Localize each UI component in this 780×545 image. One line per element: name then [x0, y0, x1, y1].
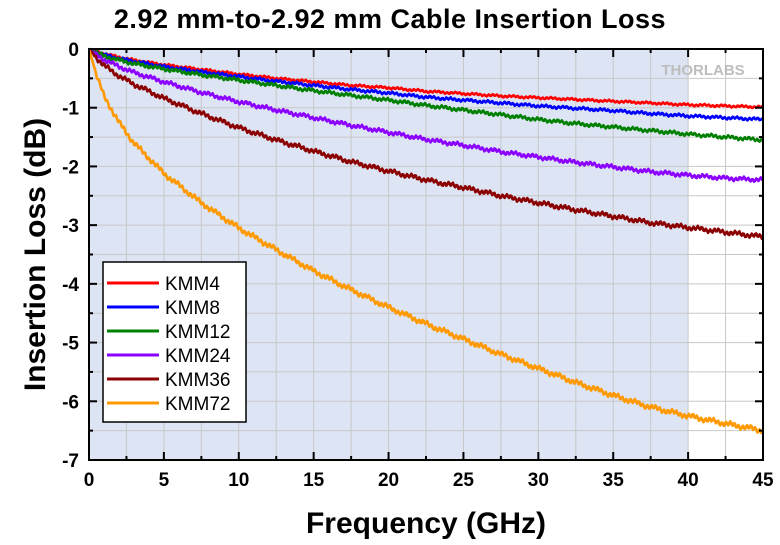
legend-label: KMM24 [165, 346, 231, 367]
series-line-kmm12 [88, 47, 765, 143]
legend-label: KMM36 [165, 370, 230, 391]
legend-label: KMM72 [165, 394, 230, 415]
y-tick-label: -5 [62, 334, 79, 355]
thorlabs-watermark: THORLABS [661, 62, 744, 79]
x-tick-label: 25 [453, 470, 475, 491]
y-tick-label: -6 [62, 392, 79, 413]
legend-label: KMM8 [165, 298, 220, 319]
y-tick-label: -4 [62, 275, 79, 296]
x-tick-label: 35 [603, 470, 625, 491]
y-tick-label: 0 [68, 40, 79, 61]
series-line-kmm8 [88, 47, 764, 122]
x-axis-title: Frequency (GHz) [306, 507, 546, 540]
x-tick-label: 10 [228, 470, 249, 491]
y-axis-title: Insertion Loss (dB) [19, 118, 52, 391]
y-tick-label: -3 [62, 216, 79, 237]
x-tick-label: 45 [752, 470, 774, 491]
y-tick-label: -2 [62, 157, 79, 178]
chart-title: 2.92 mm-to-2.92 mm Cable Insertion Loss [113, 4, 667, 34]
x-tick-label: 40 [678, 470, 699, 491]
x-tick-label: 15 [303, 470, 325, 491]
x-tick-label: 0 [84, 470, 95, 491]
series-line-kmm24 [88, 47, 764, 183]
x-tick-label: 30 [528, 470, 549, 491]
series-line-kmm36 [88, 48, 764, 241]
legend-label: KMM12 [165, 322, 230, 343]
y-tick-label: -7 [62, 451, 79, 472]
legend-box [102, 261, 247, 423]
legend-label: KMM4 [165, 274, 220, 295]
x-tick-label: 5 [159, 470, 170, 491]
x-tick-label: 20 [378, 470, 399, 491]
legend: KMM4 KMM8 KMM12 KMM24 KMM36 KMM72 [102, 261, 247, 423]
series-line-kmm72 [87, 48, 765, 435]
y-tick-label: -1 [62, 99, 79, 120]
